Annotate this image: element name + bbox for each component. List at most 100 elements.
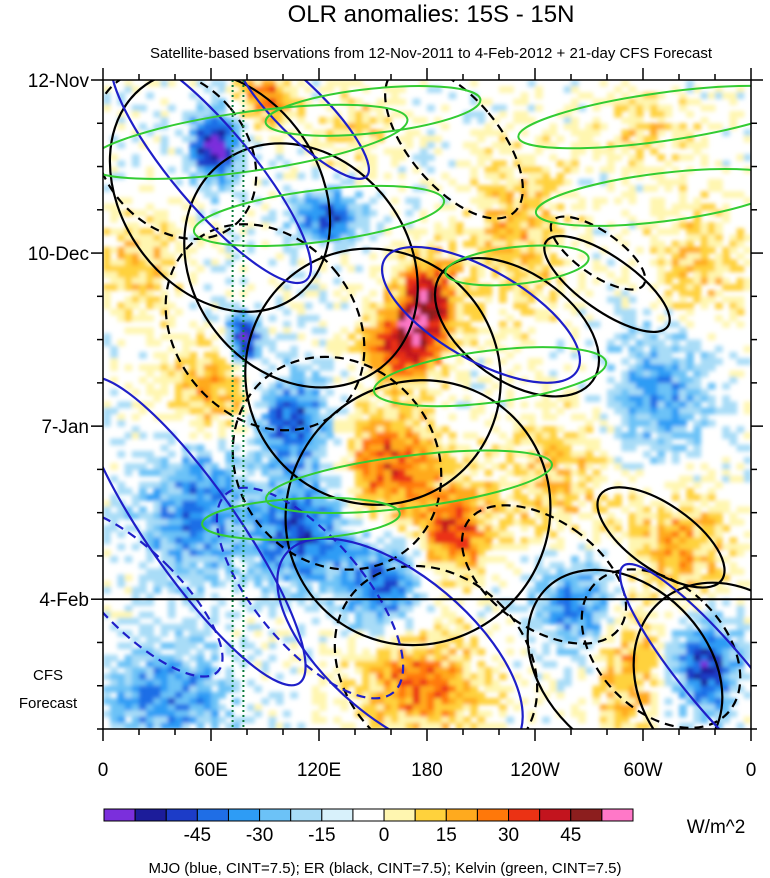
- anomaly-cell: [707, 265, 716, 273]
- anomaly-cell: [484, 605, 493, 613]
- anomaly-cell: [175, 376, 183, 384]
- anomaly-cell: [419, 351, 428, 359]
- anomaly-cell: [419, 512, 428, 520]
- anomaly-cell: [182, 253, 190, 260]
- anomaly-cell: [319, 358, 327, 365]
- anomaly-cell: [275, 543, 284, 551]
- anomaly-cell: [427, 296, 435, 304]
- anomaly-cell: [535, 166, 543, 174]
- anomaly-cell: [268, 86, 277, 93]
- anomaly-cell: [513, 661, 522, 668]
- anomaly-cell: [218, 376, 226, 384]
- anomaly-cell: [275, 98, 284, 106]
- anomaly-cell: [578, 667, 586, 674]
- anomaly-cell: [376, 432, 385, 440]
- anomaly-cell: [427, 314, 435, 322]
- anomaly-cell: [355, 141, 363, 149]
- anomaly-cell: [333, 302, 342, 310]
- anomaly-cell: [571, 481, 579, 489]
- anomaly-cell: [160, 141, 169, 149]
- anomaly-cell: [376, 327, 385, 335]
- anomaly-cell: [614, 494, 622, 501]
- anomaly-cell: [153, 469, 162, 477]
- anomaly-cell: [160, 234, 169, 242]
- anomaly-cell: [527, 463, 536, 470]
- anomaly-cell: [650, 351, 658, 359]
- anomaly-cell: [743, 648, 751, 656]
- anomaly-cell: [441, 580, 450, 588]
- anomaly-cell: [535, 376, 543, 384]
- anomaly-cell: [182, 661, 190, 668]
- anomaly-cell: [520, 117, 529, 124]
- anomaly-cell: [175, 531, 183, 538]
- anomaly-cell: [203, 141, 212, 149]
- anomaly-cell: [419, 160, 428, 168]
- anomaly-cell: [383, 351, 392, 359]
- anomaly-cell: [160, 364, 169, 372]
- anomaly-cell: [419, 506, 428, 514]
- anomaly-cell: [124, 302, 133, 310]
- anomaly-cell: [607, 185, 615, 192]
- anomaly-cell: [297, 135, 306, 143]
- anomaly-cell: [211, 98, 219, 106]
- anomaly-cell: [369, 321, 378, 328]
- anomaly-cell: [362, 605, 370, 613]
- anomaly-cell: [484, 358, 493, 365]
- anomaly-cell: [679, 481, 687, 489]
- anomaly-cell: [650, 345, 658, 353]
- anomaly-cell: [369, 438, 378, 446]
- anomaly-cell: [657, 141, 666, 149]
- anomaly-cell: [607, 654, 615, 662]
- anomaly-cell: [369, 586, 378, 594]
- anomaly-cell: [455, 537, 464, 545]
- anomaly-cell: [247, 512, 255, 520]
- anomaly-cell: [239, 321, 248, 328]
- anomaly-cell: [419, 518, 428, 526]
- anomaly-cell: [506, 203, 514, 211]
- anomaly-cell: [131, 265, 140, 273]
- anomaly-cell: [247, 246, 255, 254]
- anomaly-cell: [355, 617, 363, 625]
- anomaly-cell: [671, 302, 680, 310]
- anomaly-cell: [405, 246, 414, 254]
- anomaly-cell: [535, 259, 543, 267]
- anomaly-cell: [693, 407, 702, 415]
- anomaly-cell: [326, 481, 334, 489]
- anomaly-cell: [369, 271, 378, 279]
- anomaly-cell: [160, 209, 169, 217]
- anomaly-cell: [203, 376, 212, 384]
- anomaly-cell: [275, 500, 284, 508]
- anomaly-cell: [643, 389, 651, 396]
- anomaly-cell: [477, 228, 486, 236]
- anomaly-cell: [153, 376, 162, 384]
- anomaly-cell: [535, 92, 543, 100]
- anomaly-cell: [160, 413, 169, 421]
- anomaly-cell: [347, 623, 356, 631]
- anomaly-cell: [664, 407, 673, 415]
- anomaly-cell: [239, 191, 248, 199]
- anomaly-cell: [160, 667, 169, 674]
- anomaly-cell: [196, 481, 205, 489]
- anomaly-cell: [679, 327, 687, 335]
- anomaly-cell: [196, 549, 205, 557]
- anomaly-cell: [146, 277, 154, 285]
- anomaly-cell: [427, 419, 435, 427]
- anomaly-cell: [167, 506, 176, 514]
- anomaly-cell: [203, 259, 212, 267]
- anomaly-cell: [340, 500, 349, 508]
- anomaly-cell: [261, 518, 270, 526]
- anomaly-cell: [643, 395, 651, 403]
- anomaly-cell: [110, 215, 118, 223]
- anomaly-cell: [304, 531, 313, 538]
- anomaly-cell: [103, 525, 111, 532]
- anomaly-cell: [304, 283, 313, 291]
- anomaly-cell: [412, 364, 421, 372]
- anomaly-cell: [160, 654, 169, 662]
- anomaly-cell: [232, 543, 241, 551]
- anomaly-cell: [311, 599, 320, 606]
- anomaly-cell: [391, 92, 399, 100]
- anomaly-cell: [491, 271, 500, 279]
- anomaly-cell: [175, 642, 183, 650]
- anomaly-cell: [225, 382, 234, 390]
- anomaly-cell: [578, 562, 586, 569]
